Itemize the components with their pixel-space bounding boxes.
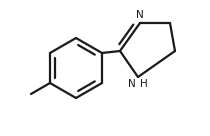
Text: N: N <box>136 10 144 20</box>
Text: N: N <box>128 79 136 89</box>
Text: H: H <box>140 79 148 89</box>
